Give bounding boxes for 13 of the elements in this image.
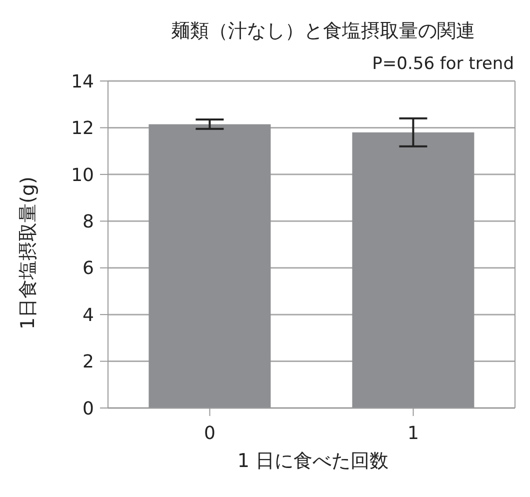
y-axis-title: 1日食塩摂取量(g) <box>16 176 40 332</box>
text: P=0.56 for trend <box>372 54 514 74</box>
y-tick-label: 12 <box>71 118 94 140</box>
y-tick-label: 8 <box>82 212 94 233</box>
y-tick-label: 2 <box>82 352 94 373</box>
y-tick-label: 6 <box>82 258 94 280</box>
y-tick-label: 4 <box>82 304 94 326</box>
x-tick-label: 1 <box>408 422 419 444</box>
x-axis-title: 1 日に食べた回数 <box>236 449 390 474</box>
y-tick-label: 14 <box>71 71 94 92</box>
y-tick-label: 10 <box>71 164 94 186</box>
chart-title: 麺類（汁なし）と食塩摂取量の関連 <box>170 19 476 44</box>
y-tick-label: 0 <box>82 398 94 420</box>
